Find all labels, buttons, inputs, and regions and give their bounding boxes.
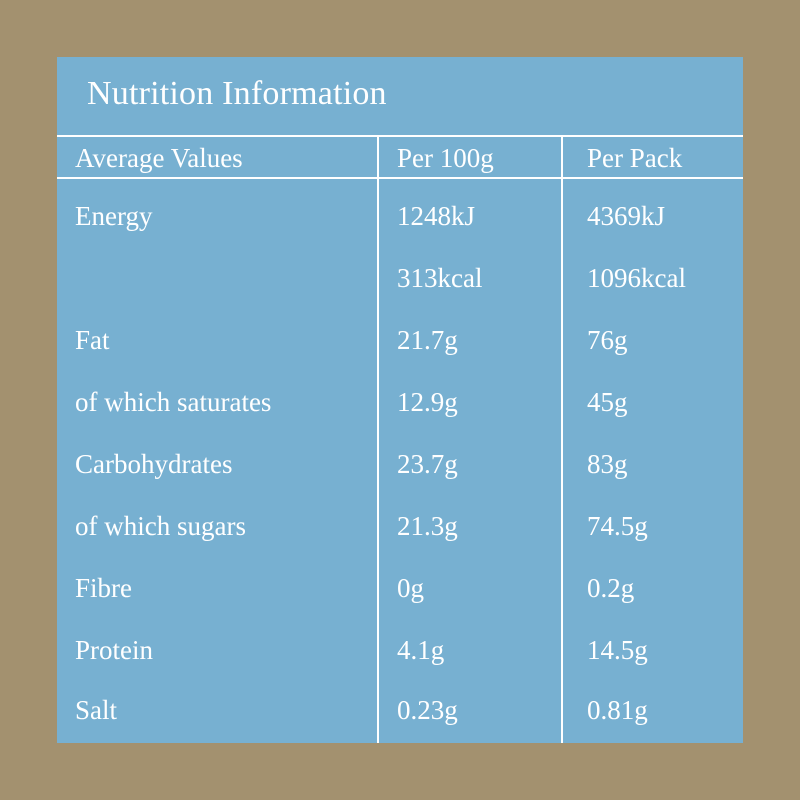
nutrition-panel: Nutrition Information Average Values Per… bbox=[57, 57, 743, 743]
header-divider bbox=[57, 177, 743, 179]
panel-title: Nutrition Information bbox=[87, 75, 387, 112]
row-label: of which sugars bbox=[75, 511, 246, 541]
row-per-pack: 1096kcal bbox=[587, 263, 686, 293]
row-per-pack: 45g bbox=[587, 387, 628, 417]
row-per-100g: 21.3g bbox=[397, 511, 458, 541]
row-per-pack: 14.5g bbox=[587, 635, 648, 665]
row-label: Energy bbox=[75, 201, 153, 231]
row-per-100g: 313kcal bbox=[397, 263, 483, 293]
row-label: Fat bbox=[75, 325, 110, 355]
row-per-100g: 12.9g bbox=[397, 387, 458, 417]
row-per-pack: 0.2g bbox=[587, 573, 635, 603]
header-per-100g: Per 100g bbox=[397, 143, 494, 173]
row-per-pack: 83g bbox=[587, 449, 628, 479]
header-per-pack: Per Pack bbox=[587, 143, 683, 173]
row-per-pack: 74.5g bbox=[587, 511, 648, 541]
row-per-pack: 4369kJ bbox=[587, 201, 666, 231]
row-per-100g: 23.7g bbox=[397, 449, 458, 479]
row-per-100g: 1248kJ bbox=[397, 201, 476, 231]
row-label: Protein bbox=[75, 635, 153, 665]
row-label: Salt bbox=[75, 695, 118, 725]
column-divider-2 bbox=[561, 135, 563, 743]
row-label: Fibre bbox=[75, 573, 132, 603]
row-label: Carbohydrates bbox=[75, 449, 233, 479]
header-average-values: Average Values bbox=[75, 143, 243, 173]
row-per-100g: 0.23g bbox=[397, 695, 458, 725]
row-per-100g: 21.7g bbox=[397, 325, 458, 355]
column-divider-1 bbox=[377, 135, 379, 743]
row-per-pack: 76g bbox=[587, 325, 628, 355]
row-per-100g: 0g bbox=[397, 573, 424, 603]
title-divider bbox=[57, 135, 743, 137]
row-per-100g: 4.1g bbox=[397, 635, 445, 665]
row-label: of which saturates bbox=[75, 387, 272, 417]
row-per-pack: 0.81g bbox=[587, 695, 648, 725]
